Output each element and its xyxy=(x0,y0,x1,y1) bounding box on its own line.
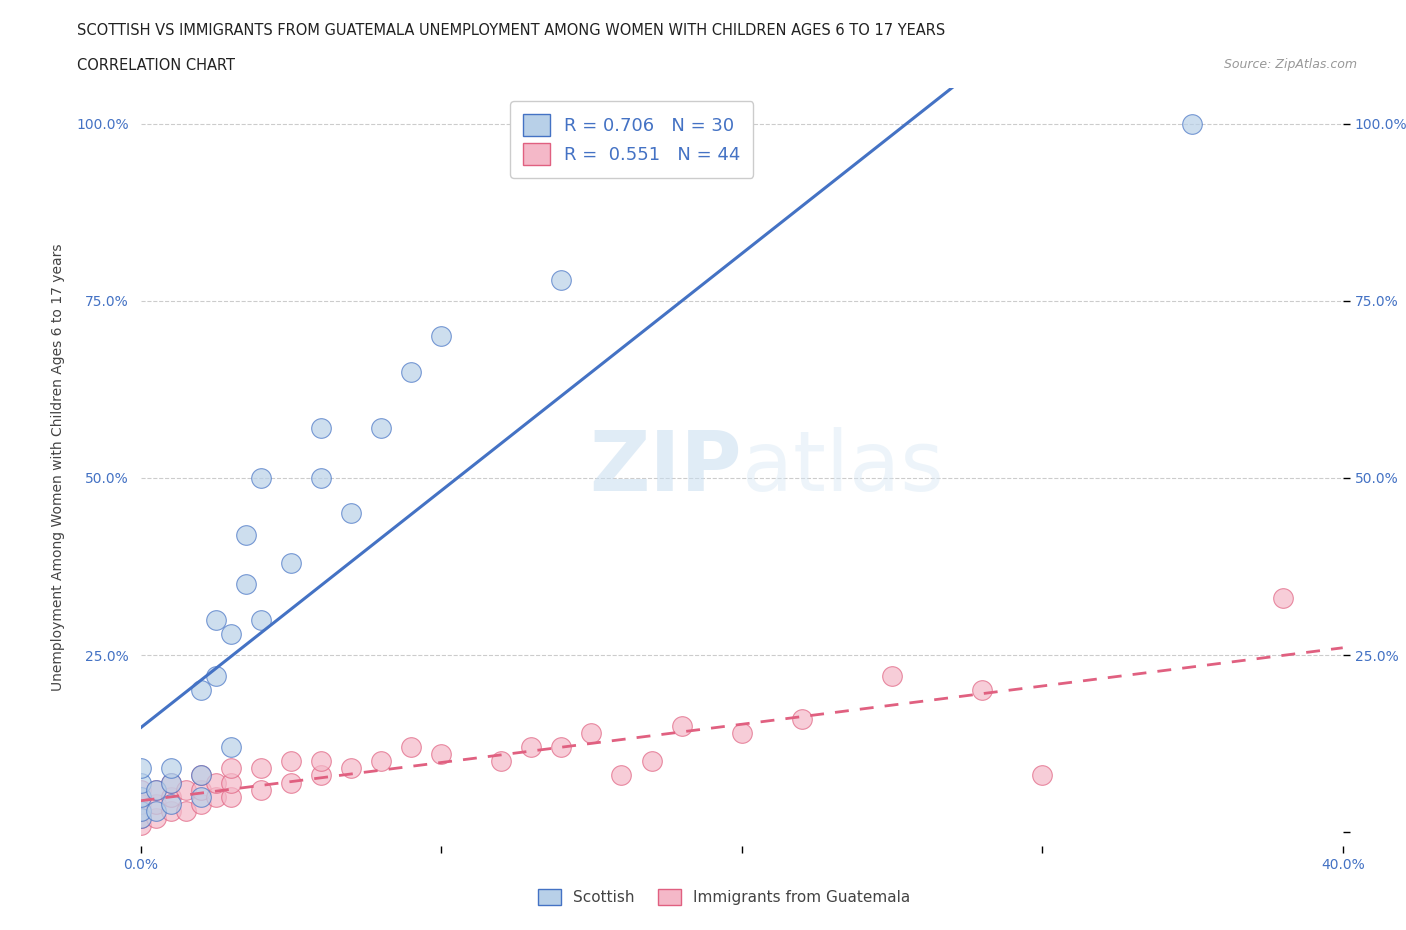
Point xyxy=(972,683,994,698)
Point xyxy=(159,796,181,811)
Point xyxy=(671,719,693,734)
Point xyxy=(280,555,302,570)
Point xyxy=(159,761,181,776)
Point xyxy=(550,272,572,287)
Point xyxy=(250,761,273,776)
Point xyxy=(399,739,422,754)
Point xyxy=(204,790,226,804)
Point xyxy=(790,711,813,726)
Point xyxy=(190,768,212,783)
Point xyxy=(1271,591,1294,605)
Point xyxy=(309,471,332,485)
Point xyxy=(190,790,212,804)
Point xyxy=(159,775,181,790)
Point xyxy=(129,811,152,826)
Point xyxy=(159,790,181,804)
Point xyxy=(174,804,197,818)
Point xyxy=(581,725,603,740)
Point xyxy=(491,754,513,769)
Point xyxy=(159,775,181,790)
Point xyxy=(204,669,226,684)
Point xyxy=(129,804,152,818)
Point xyxy=(219,790,242,804)
Point xyxy=(610,768,633,783)
Point xyxy=(129,782,152,797)
Point xyxy=(129,775,152,790)
Point xyxy=(219,761,242,776)
Text: SCOTTISH VS IMMIGRANTS FROM GUATEMALA UNEMPLOYMENT AMONG WOMEN WITH CHILDREN AGE: SCOTTISH VS IMMIGRANTS FROM GUATEMALA UN… xyxy=(77,23,946,38)
Text: Source: ZipAtlas.com: Source: ZipAtlas.com xyxy=(1223,58,1357,71)
Point xyxy=(129,796,152,811)
Text: CORRELATION CHART: CORRELATION CHART xyxy=(77,58,235,73)
Point xyxy=(129,790,152,804)
Point xyxy=(280,754,302,769)
Point xyxy=(219,626,242,641)
Point xyxy=(145,811,167,826)
Text: ZIP: ZIP xyxy=(589,427,742,508)
Point xyxy=(190,796,212,811)
Point xyxy=(235,577,257,591)
Point xyxy=(340,761,363,776)
Point xyxy=(250,612,273,627)
Point xyxy=(145,804,167,818)
Point xyxy=(731,725,754,740)
Point xyxy=(1031,768,1053,783)
Legend: Scottish, Immigrants from Guatemala: Scottish, Immigrants from Guatemala xyxy=(530,882,918,913)
Point xyxy=(370,754,392,769)
Point xyxy=(309,421,332,436)
Point xyxy=(145,796,167,811)
Point xyxy=(190,782,212,797)
Point xyxy=(204,775,226,790)
Point xyxy=(145,782,167,797)
Point xyxy=(145,782,167,797)
Point xyxy=(430,747,453,762)
Point xyxy=(340,506,363,521)
Point xyxy=(280,775,302,790)
Point xyxy=(219,775,242,790)
Point xyxy=(235,527,257,542)
Point xyxy=(204,612,226,627)
Point xyxy=(520,739,543,754)
Point xyxy=(399,365,422,379)
Point xyxy=(250,471,273,485)
Point xyxy=(129,761,152,776)
Point xyxy=(640,754,662,769)
Point xyxy=(309,768,332,783)
Point xyxy=(190,768,212,783)
Point xyxy=(190,683,212,698)
Legend: R = 0.706   N = 30, R =  0.551   N = 44: R = 0.706 N = 30, R = 0.551 N = 44 xyxy=(510,101,754,178)
Point xyxy=(159,804,181,818)
Point xyxy=(1181,116,1204,131)
Text: atlas: atlas xyxy=(742,427,943,508)
Point xyxy=(309,754,332,769)
Point xyxy=(880,669,903,684)
Point xyxy=(250,782,273,797)
Point xyxy=(370,421,392,436)
Point xyxy=(129,804,152,818)
Point xyxy=(129,817,152,832)
Point xyxy=(550,739,572,754)
Point xyxy=(174,782,197,797)
Y-axis label: Unemployment Among Women with Children Ages 6 to 17 years: Unemployment Among Women with Children A… xyxy=(51,244,65,691)
Point xyxy=(430,329,453,344)
Point xyxy=(219,739,242,754)
Point xyxy=(129,811,152,826)
